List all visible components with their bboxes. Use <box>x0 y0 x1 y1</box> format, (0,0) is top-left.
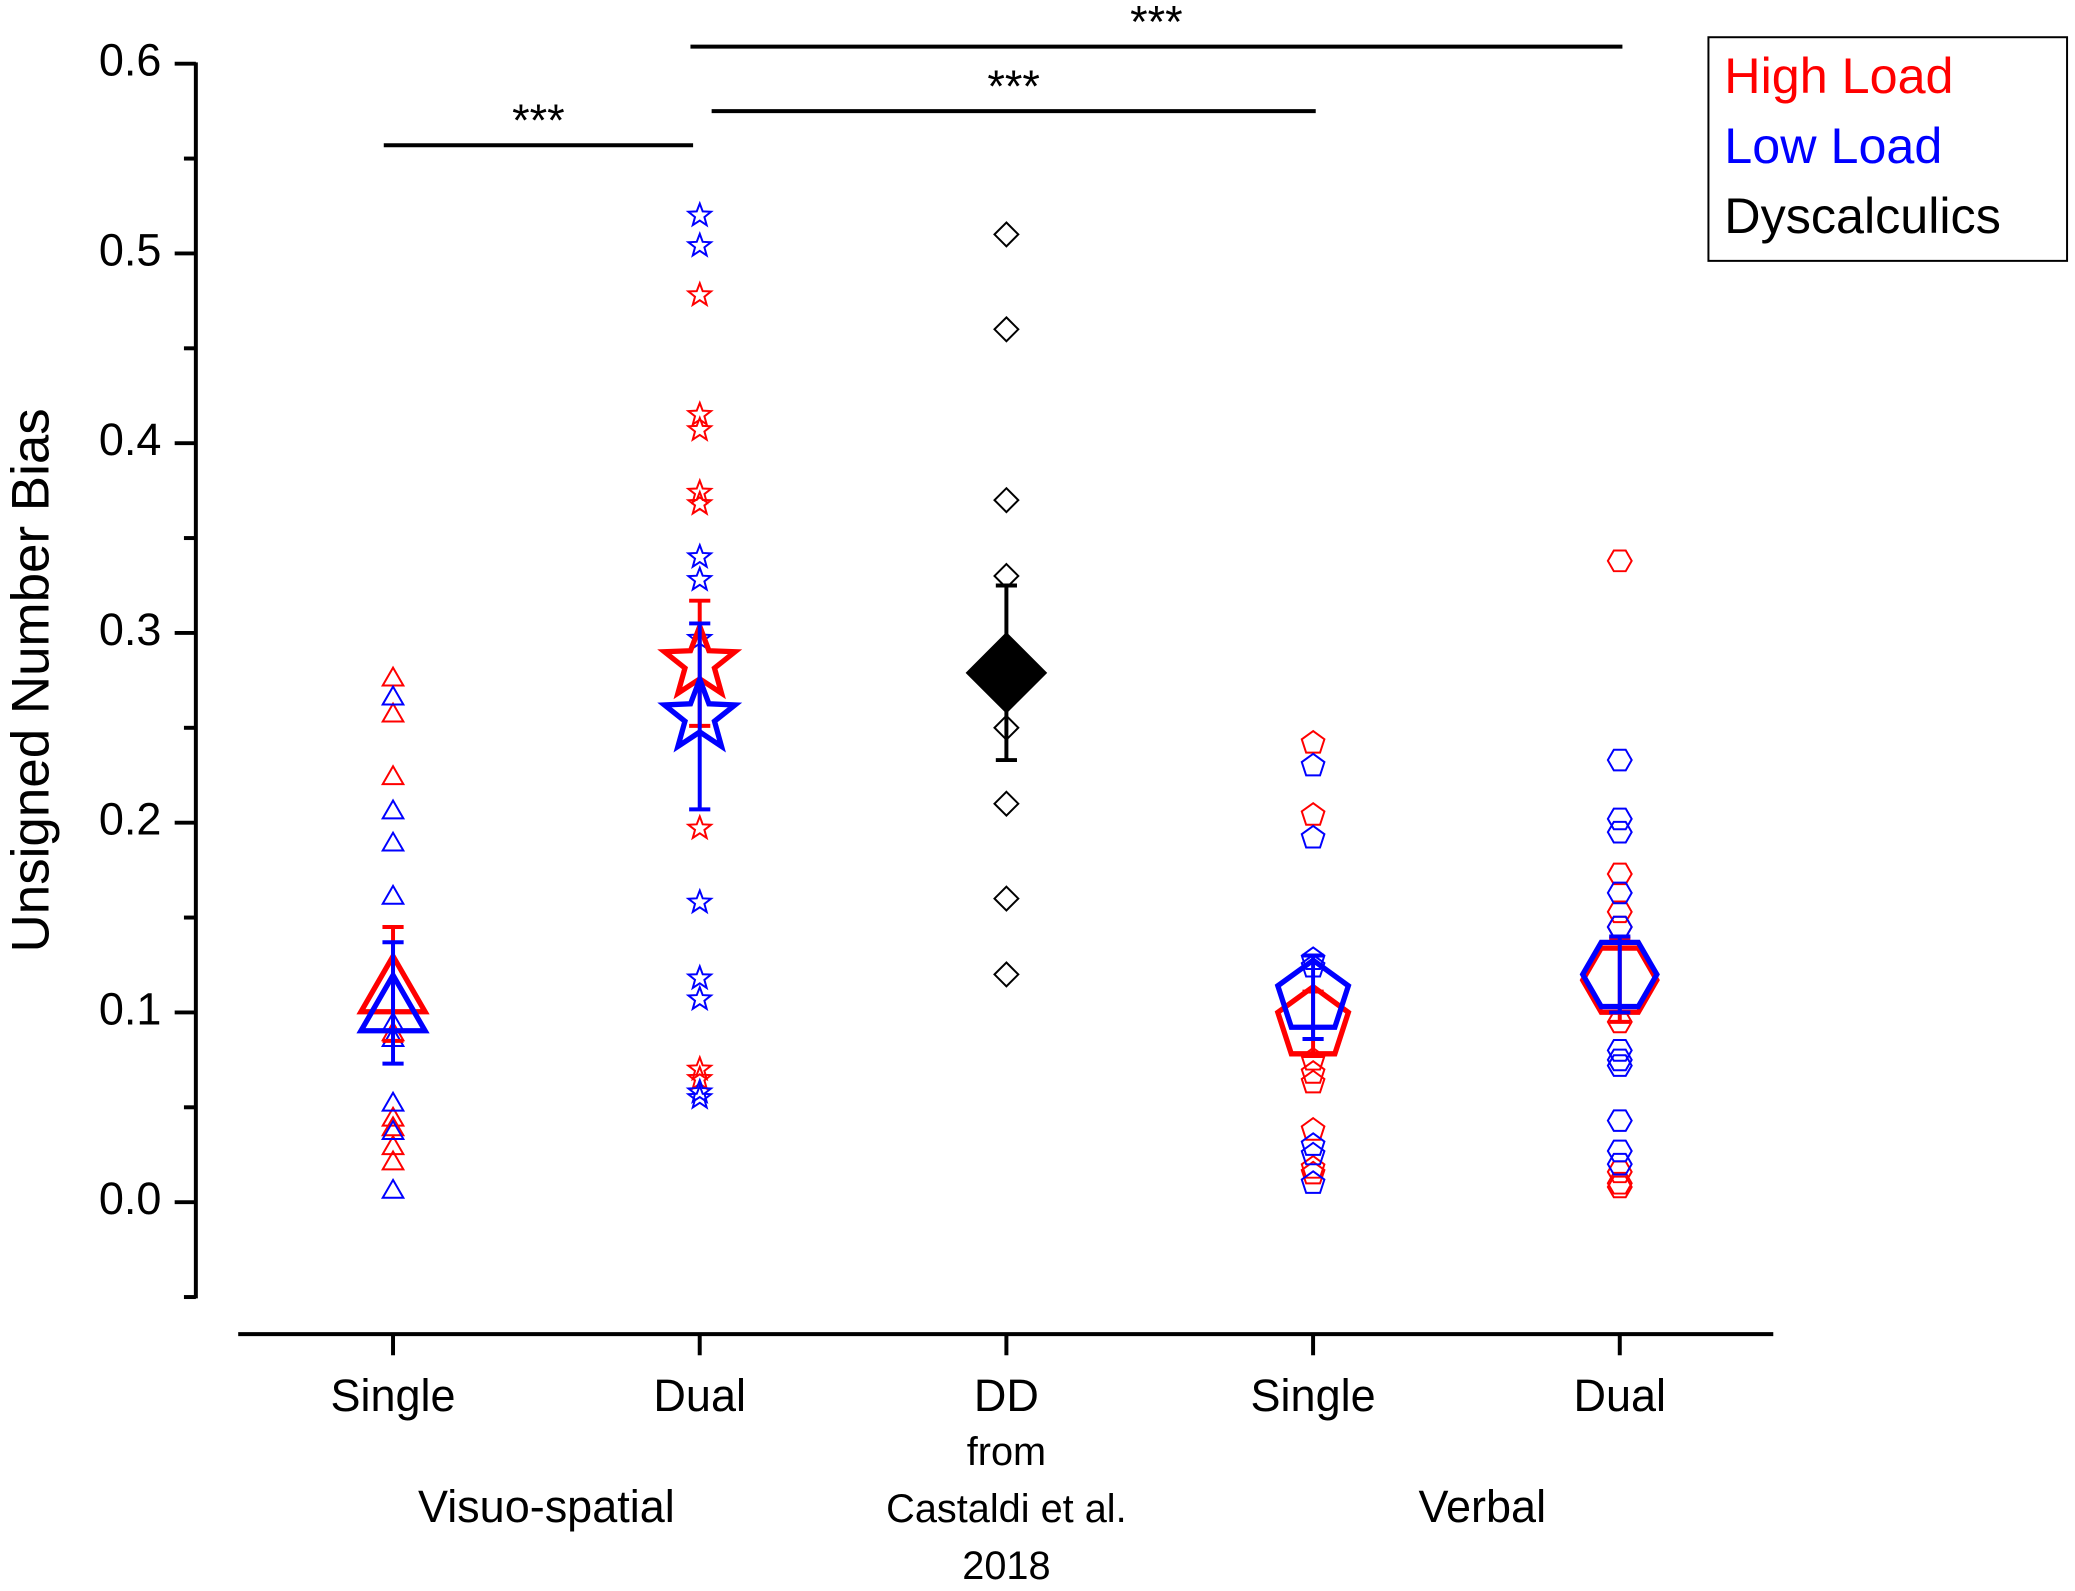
mean-marker <box>965 632 1048 714</box>
data-point <box>1606 1048 1633 1072</box>
data-point <box>1300 824 1326 849</box>
data-point <box>380 883 406 905</box>
legend-entry: Dyscalculics <box>1724 187 2001 244</box>
data-point <box>1606 862 1633 886</box>
y-tick-label: 0.0 <box>99 1173 162 1224</box>
data-point <box>380 684 406 706</box>
data-point <box>685 231 714 258</box>
data-point <box>380 1090 406 1112</box>
data-point <box>1300 1154 1326 1179</box>
data-point <box>685 963 714 991</box>
data-point <box>1606 549 1633 573</box>
legend-box <box>1707 36 2069 262</box>
data-point <box>380 1149 406 1171</box>
x-tick-label: Single <box>331 1370 456 1421</box>
legend-entry: Low Load <box>1724 117 1942 174</box>
data-point <box>380 701 406 723</box>
x-tick-sublabel: 2018 <box>962 1544 1050 1588</box>
data-point <box>1606 1152 1633 1176</box>
data-point <box>993 315 1020 343</box>
data-point <box>685 280 714 308</box>
x-tick-sublabel: Castaldi et al. <box>886 1487 1126 1531</box>
data-point <box>380 1119 406 1141</box>
group-label: Visuo-spatial <box>418 1481 675 1532</box>
data-point <box>685 415 714 442</box>
data-point <box>1300 1069 1326 1094</box>
data-point <box>1300 1170 1326 1194</box>
data-point <box>685 1083 714 1110</box>
data-point <box>993 885 1020 912</box>
data-point <box>993 961 1020 988</box>
y-tick-label: 0.3 <box>99 604 162 655</box>
data-point <box>685 489 714 516</box>
y-tick-label: 0.4 <box>99 414 162 465</box>
data-point <box>380 1134 406 1156</box>
x-tick-label: Single <box>1251 1370 1376 1421</box>
data-point <box>1300 1141 1326 1166</box>
data-point <box>380 1177 406 1199</box>
data-point <box>685 400 714 427</box>
data-point <box>1606 1109 1633 1132</box>
mean-marker <box>657 671 743 753</box>
data-point <box>1606 915 1633 939</box>
data-point <box>1606 1054 1633 1077</box>
y-tick-label: 0.5 <box>99 224 162 275</box>
mean-marker <box>1274 956 1352 1030</box>
x-tick-label: Dual <box>653 1370 746 1421</box>
data-point <box>1606 1039 1633 1062</box>
data-point <box>685 542 714 570</box>
data-point <box>1300 729 1326 754</box>
data-point <box>685 813 714 841</box>
data-point <box>993 221 1020 248</box>
mean-marker <box>356 969 430 1034</box>
data-point <box>1300 1060 1326 1084</box>
y-tick-label: 0.2 <box>99 794 162 845</box>
mean-marker <box>1579 945 1660 1015</box>
data-point <box>380 764 406 786</box>
data-point <box>1300 1160 1326 1185</box>
data-point <box>685 1054 714 1082</box>
data-point <box>1606 1175 1633 1199</box>
data-point <box>1606 881 1633 905</box>
data-point <box>380 798 406 820</box>
data-point <box>685 887 714 915</box>
data-point <box>993 486 1020 514</box>
y-tick-label: 0.1 <box>99 983 162 1034</box>
data-point <box>1300 1116 1326 1141</box>
significance-label: *** <box>512 95 565 146</box>
data-point <box>993 790 1020 818</box>
mean-marker <box>1579 939 1660 1010</box>
data-point <box>1606 1139 1633 1163</box>
data-point <box>1300 1132 1326 1156</box>
data-point <box>1606 748 1633 772</box>
data-point <box>380 665 406 687</box>
data-point <box>1300 752 1326 777</box>
data-point <box>1300 801 1326 826</box>
data-point <box>685 984 714 1012</box>
group-label: Verbal <box>1419 1481 1547 1532</box>
y-tick-label: 0.6 <box>99 35 162 86</box>
data-point <box>1606 820 1633 844</box>
data-point <box>380 830 406 852</box>
significance-label: *** <box>1130 0 1183 47</box>
x-tick-sublabel: from <box>967 1430 1046 1474</box>
x-tick-label: DD <box>974 1370 1039 1421</box>
significance-label: *** <box>987 61 1040 112</box>
legend-entry: High Load <box>1724 47 1953 104</box>
y-axis-label: Unsigned Number Bias <box>1 408 60 952</box>
data-point <box>685 1077 714 1105</box>
x-tick-label: Dual <box>1574 1370 1667 1421</box>
data-point <box>1606 807 1633 831</box>
data-point <box>380 1105 406 1127</box>
data-point <box>685 200 714 228</box>
data-point <box>685 477 714 505</box>
data-point <box>685 565 714 592</box>
